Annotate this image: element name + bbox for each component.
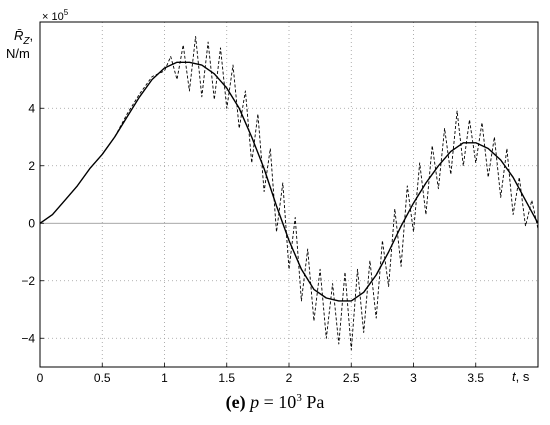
caption-unit: Pa [301,392,325,412]
y-tick-label: 4 [28,101,35,115]
x-tick-label: 0 [37,371,44,385]
y-multiplier: × 105 [42,8,69,23]
x-tick-label: 2 [286,371,293,385]
caption-eq: = 10 [259,392,297,412]
x-tick-label: 1 [161,371,168,385]
caption-var: p [250,392,260,412]
y-tick-label: 2 [28,159,35,173]
series-layer [39,35,539,351]
ticks: 0 0.5 1 1.5 2 2.5 3 3.5 −4 −2 0 2 4 [21,101,484,385]
y-tick-label: 0 [28,216,35,230]
caption-exp: 3 [296,392,302,404]
series-line-solid [39,61,539,302]
grid [40,22,538,367]
y-axis-unit: N/m [6,46,30,61]
chart: 0 0.5 1 1.5 2 2.5 3 3.5 −4 −2 0 2 4 × 105 R̄Z, N/m t… [6,8,539,385]
x-tick-label: 3.5 [467,371,484,385]
figure-caption: (e) p = 103 Pa [0,392,550,413]
x-tick-label: 1.5 [218,371,235,385]
x-axis-label: t, s [512,369,530,384]
caption-label: (e) [225,392,246,412]
y-tick-label: −2 [21,274,35,288]
x-tick-label: 3 [410,371,417,385]
series-line-dashed [39,35,539,351]
x-tick-label: 0.5 [94,371,111,385]
y-axis-label: R̄Z, [14,28,33,47]
x-tick-label: 2.5 [343,371,360,385]
y-tick-label: −4 [21,331,35,345]
